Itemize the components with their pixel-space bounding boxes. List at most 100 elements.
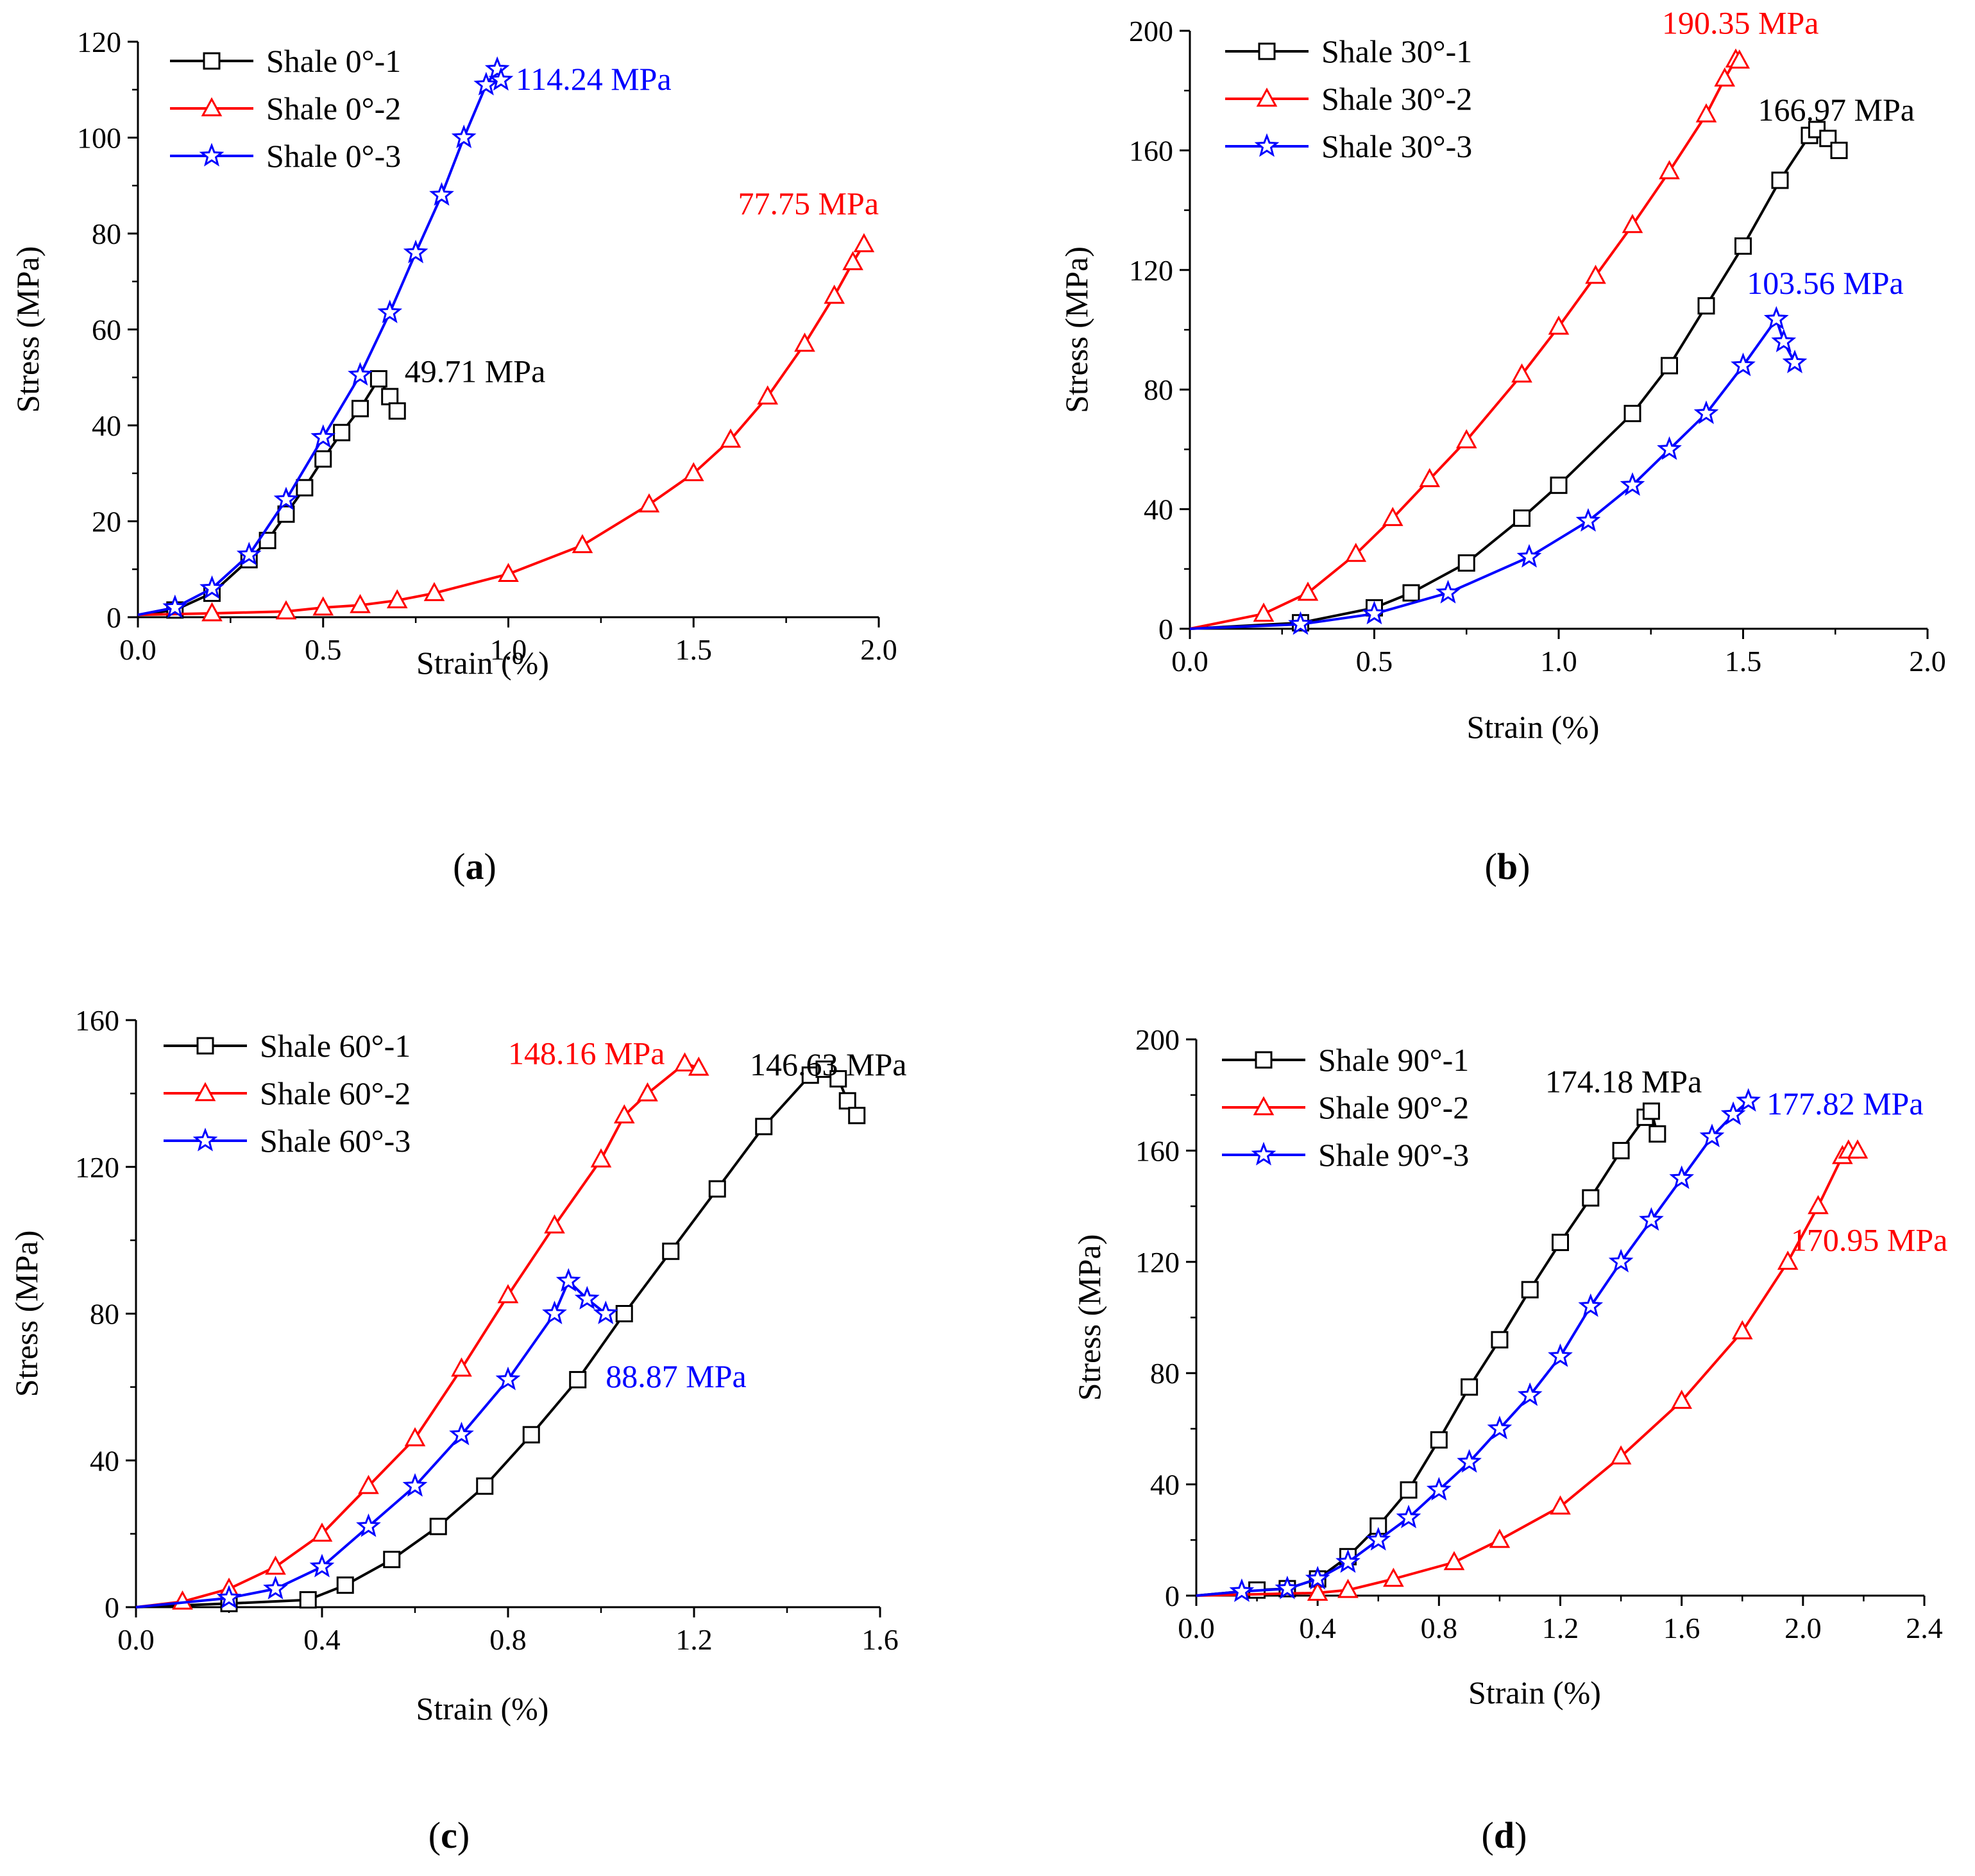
- x-tick-label: 1.5: [1725, 645, 1762, 678]
- legend-marker: [201, 97, 223, 117]
- x-tick-label: 2.0: [1784, 1612, 1822, 1644]
- legend-entry: Shale 60°-3: [164, 1123, 411, 1159]
- x-tick-label: 0.0: [119, 633, 157, 666]
- data-point: [638, 493, 660, 513]
- data-point: [1548, 315, 1570, 335]
- legend-marker: [196, 1037, 214, 1055]
- x-tick-label: 0.8: [489, 1623, 527, 1656]
- data-point: [1550, 476, 1568, 494]
- data-point: [263, 1576, 288, 1599]
- data-point: [310, 424, 336, 448]
- data-point: [1847, 1139, 1869, 1159]
- x-tick-label: 0.0: [117, 1623, 155, 1656]
- x-tick-label: 0.8: [1421, 1612, 1458, 1644]
- data-point: [794, 332, 815, 352]
- data-point: [314, 450, 332, 468]
- x-tick-label: 1.6: [1663, 1612, 1700, 1644]
- legend-entry: Shale 90°-3: [1222, 1137, 1469, 1173]
- data-point: [708, 1180, 726, 1198]
- data-point: [273, 486, 299, 511]
- data-point: [1729, 49, 1750, 69]
- panel-label: (b): [1485, 846, 1530, 887]
- x-axis-title: Strain (%): [1468, 1675, 1601, 1710]
- peak-annotation: 190.35 MPa: [1662, 5, 1818, 41]
- data-point: [488, 67, 514, 91]
- data-point: [1335, 1549, 1360, 1573]
- y-tick-label: 160: [1135, 1134, 1180, 1167]
- legend-label: Shale 90°-2: [1318, 1089, 1469, 1125]
- data-point: [1659, 160, 1680, 180]
- series-line: [1189, 318, 1796, 630]
- series-line: [1196, 1100, 1750, 1597]
- data-point: [402, 1472, 428, 1497]
- peak-annotation: 148.16 MPa: [508, 1036, 665, 1071]
- x-axis-title: Strain (%): [1467, 709, 1600, 745]
- data-point: [1253, 602, 1275, 622]
- legend-entry: Shale 30°-1: [1225, 33, 1472, 69]
- panel-d: 0.0 0.4 0.8 1.2 1.6 2.0 2.4 0 40 80 120 160 200 Strai…: [1071, 1023, 1947, 1856]
- data-point: [1288, 611, 1313, 635]
- y-tick-label: 40: [1150, 1469, 1180, 1501]
- data-point: [312, 596, 334, 616]
- x-tick-label: 1.5: [675, 633, 713, 666]
- data-point: [1669, 1165, 1695, 1190]
- legend-marker: [1253, 1096, 1275, 1116]
- data-point: [1777, 1250, 1799, 1270]
- legend-marker: [192, 1127, 218, 1152]
- x-tick-label: 0.0: [1171, 645, 1208, 678]
- data-point: [1612, 1141, 1630, 1159]
- data-point: [1622, 214, 1643, 234]
- data-point: [1430, 1431, 1448, 1449]
- data-point: [1720, 1101, 1746, 1125]
- x-tick-label: 1.0: [1540, 645, 1577, 678]
- y-tick-label: 160: [1129, 134, 1173, 167]
- data-point: [1305, 1565, 1330, 1590]
- data-point: [613, 1104, 635, 1123]
- data-point: [1491, 1331, 1509, 1349]
- data-point: [1575, 507, 1601, 532]
- legend-marker: [1258, 42, 1276, 60]
- panel-label: (c): [428, 1814, 470, 1856]
- data-point: [1736, 1087, 1761, 1112]
- peak-annotation: 77.75 MPa: [738, 185, 879, 221]
- data-point: [1426, 1476, 1452, 1501]
- data-point: [1657, 436, 1682, 460]
- data-point: [593, 1300, 618, 1324]
- data-point: [1578, 1293, 1604, 1317]
- data-point: [275, 600, 297, 620]
- data-point: [1771, 171, 1789, 189]
- peak-annotation: 177.82 MPa: [1767, 1086, 1923, 1121]
- series-1: [137, 370, 406, 619]
- data-point: [1639, 1207, 1664, 1231]
- data-point: [1455, 429, 1477, 448]
- x-tick-label: 2.0: [860, 633, 897, 666]
- series-line: [1189, 58, 1740, 630]
- data-point: [172, 1590, 193, 1610]
- data-point: [1366, 1526, 1391, 1551]
- series-3: [1196, 1087, 1761, 1602]
- x-tick-label: 1.2: [1542, 1612, 1579, 1644]
- data-point: [848, 1107, 866, 1125]
- data-point: [381, 388, 399, 405]
- data-point: [1808, 1195, 1829, 1215]
- data-point: [1400, 1481, 1418, 1499]
- y-tick-label: 120: [77, 26, 121, 58]
- data-point: [1457, 554, 1475, 572]
- data-point: [356, 1513, 381, 1537]
- data-point: [1585, 264, 1606, 284]
- data-point: [1436, 579, 1461, 604]
- series-line: [135, 1068, 858, 1608]
- data-point: [544, 1214, 565, 1234]
- data-point: [1582, 1189, 1600, 1207]
- data-point: [1396, 1505, 1421, 1529]
- x-axis-title: Strain (%): [416, 1691, 549, 1727]
- data-point: [674, 1052, 695, 1072]
- data-point: [574, 1286, 600, 1310]
- y-tick-label: 120: [1135, 1246, 1180, 1279]
- data-point: [497, 1284, 519, 1304]
- data-point: [1275, 1575, 1300, 1599]
- legend-label: Shale 60°-2: [260, 1075, 411, 1111]
- data-point: [1297, 581, 1319, 601]
- panel-c: 0.0 0.4 0.8 1.2 1.6 0 40 80 120 160 Strain (%) Stre…: [8, 1004, 906, 1856]
- y-tick-label: 120: [75, 1151, 119, 1184]
